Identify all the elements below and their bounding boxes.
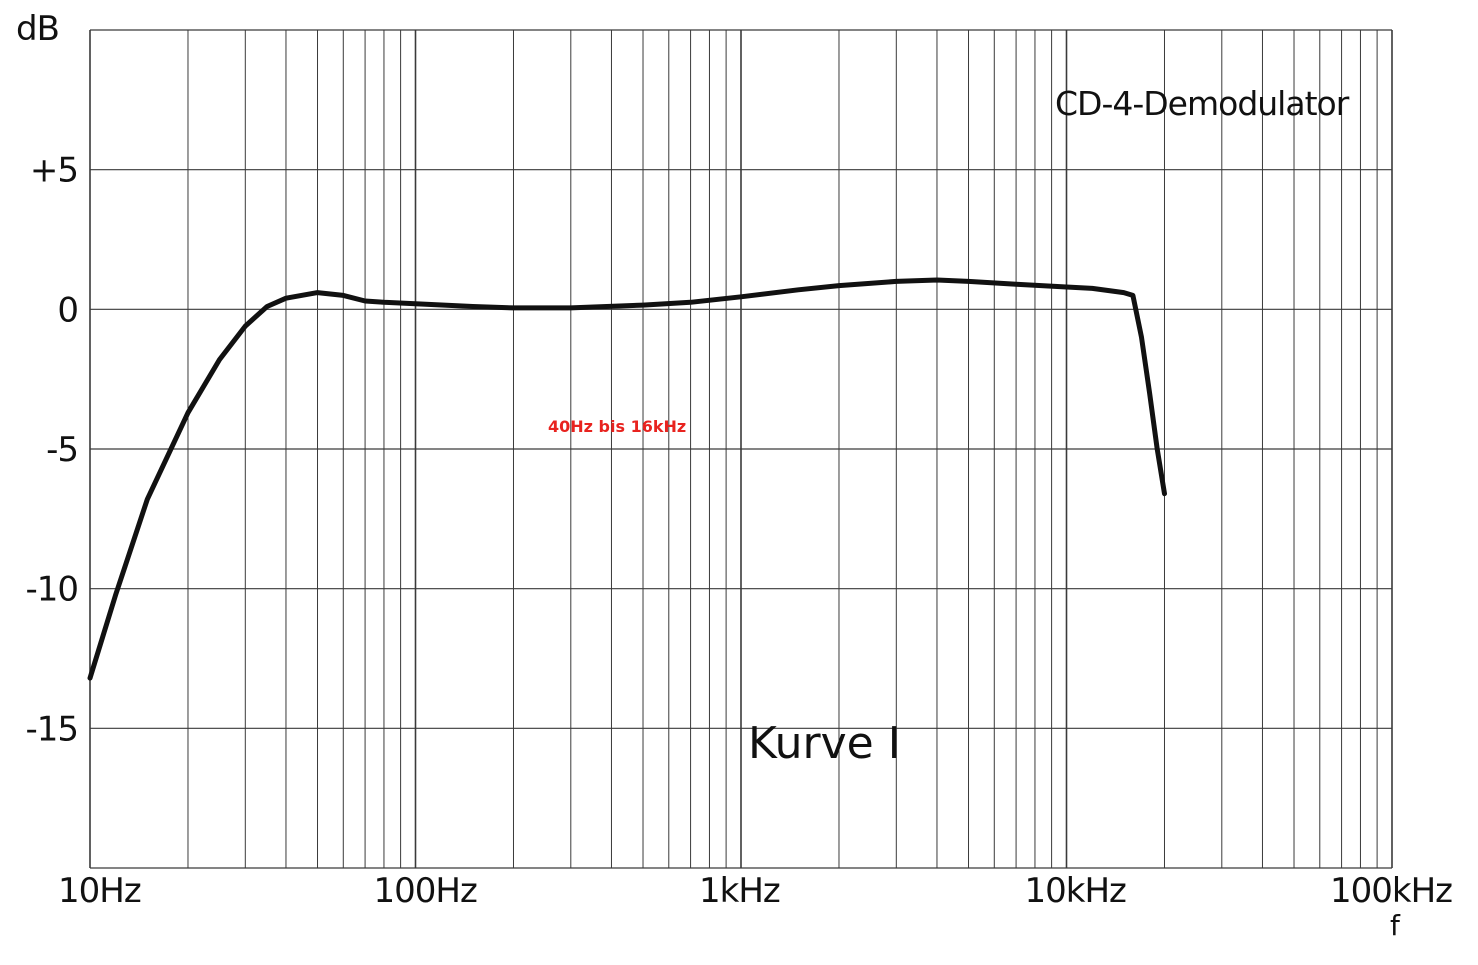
y-axis-label: dB — [16, 9, 59, 49]
x-tick-label: 100Hz — [374, 871, 477, 911]
x-tick-label: 10Hz — [58, 871, 141, 911]
y-tick-label: 0 — [57, 290, 78, 330]
x-tick-label: 10kHz — [1025, 871, 1127, 911]
x-tick-label: 100kHz — [1330, 871, 1452, 911]
y-tick-label: -5 — [46, 430, 78, 470]
y-tick-label: -10 — [25, 570, 78, 610]
x-axis-label: f — [1390, 909, 1401, 942]
y-tick-labels: +5 0 -5 -10 -15 — [25, 151, 79, 750]
grid — [89, 29, 1393, 869]
x-tick-labels: 10Hz 100Hz 1kHz 10kHz 100kHz — [58, 871, 1453, 911]
chart-title: CD-4-Demodulator — [1055, 84, 1350, 123]
range-annotation: 40Hz bis 16kHz — [548, 417, 686, 436]
curve-label: Kurve I — [748, 718, 901, 769]
y-tick-label: +5 — [30, 151, 78, 191]
y-tick-label: -15 — [25, 709, 78, 749]
response-curve — [87, 277, 1167, 681]
x-tick-label: 1kHz — [699, 871, 780, 911]
